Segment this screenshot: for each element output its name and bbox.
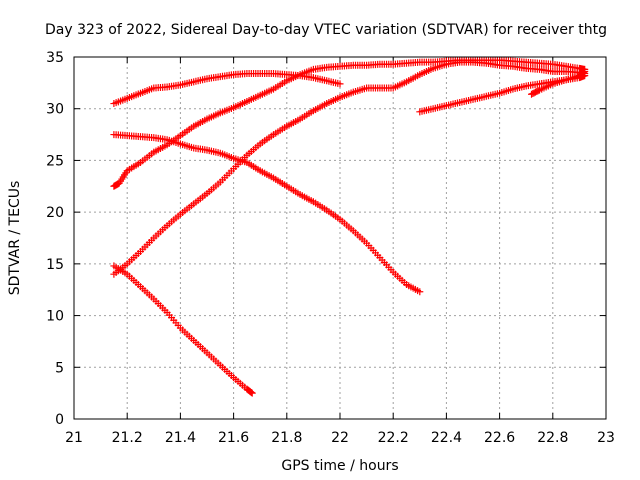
x-tick-label: 23 xyxy=(597,430,615,446)
series-arc-1 xyxy=(110,70,344,108)
x-tick-label: 21.2 xyxy=(112,430,143,446)
data-point xyxy=(416,288,424,296)
x-tick-label: 21.4 xyxy=(165,430,196,446)
y-tick-label: 10 xyxy=(46,309,64,325)
y-tick-label: 0 xyxy=(55,412,64,428)
series-arc-3 xyxy=(110,56,589,190)
plot-area xyxy=(110,56,589,397)
series-arc-7 xyxy=(528,67,589,98)
series-arc-2 xyxy=(110,131,424,296)
x-tick-label: 22 xyxy=(331,430,349,446)
x-tick-labels: 21 21.2 21.4 21.6 21.8 22 22.2 22.4 22.6 22.8 23 xyxy=(65,430,615,446)
y-tick-label: 25 xyxy=(46,153,64,169)
y-tick-label: 30 xyxy=(46,102,64,118)
x-axis-label: GPS time / hours xyxy=(281,458,398,474)
data-point xyxy=(248,389,256,397)
grid xyxy=(74,57,606,419)
data-point xyxy=(336,80,344,88)
x-tick-label: 21 xyxy=(65,430,83,446)
x-tick-label: 22.2 xyxy=(378,430,409,446)
data-point xyxy=(247,388,255,396)
y-tick-labels: 0 5 10 15 20 25 30 35 xyxy=(46,50,64,428)
data-point xyxy=(580,68,588,76)
y-tick-label: 20 xyxy=(46,205,64,221)
y-tick-label: 5 xyxy=(55,360,64,376)
series-arc-6 xyxy=(416,72,589,116)
plot-frame xyxy=(73,56,607,420)
y-axis-label: SDTVAR / TECUs xyxy=(7,181,23,296)
x-tick-label: 21.6 xyxy=(218,430,249,446)
data-point xyxy=(581,67,589,75)
x-tick-label: 22.6 xyxy=(484,430,515,446)
x-tick-label: 22.8 xyxy=(537,430,568,446)
series-arc-5 xyxy=(110,262,256,397)
chart-title: Day 323 of 2022, Sidereal Day-to-day VTE… xyxy=(45,22,607,38)
y-tick-label: 15 xyxy=(46,257,64,273)
y-tick-label: 35 xyxy=(46,50,64,66)
series-arc-4 xyxy=(110,58,589,278)
x-tick-label: 22.4 xyxy=(431,430,462,446)
x-tick-label: 21.8 xyxy=(271,430,302,446)
data-point xyxy=(534,87,542,95)
